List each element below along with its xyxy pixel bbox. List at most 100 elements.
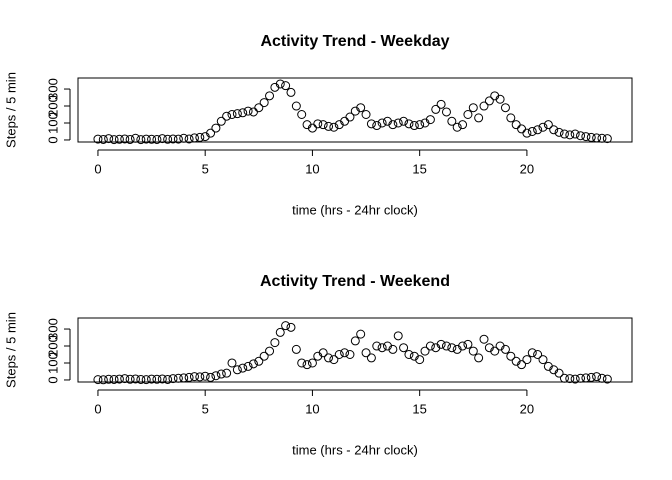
point bbox=[570, 129, 580, 139]
point bbox=[436, 99, 446, 109]
point bbox=[147, 134, 157, 144]
x-tick-label: 15 bbox=[412, 161, 426, 176]
point bbox=[248, 107, 258, 117]
point bbox=[179, 133, 189, 143]
point bbox=[581, 373, 591, 383]
point bbox=[184, 134, 194, 144]
point bbox=[195, 372, 205, 382]
point bbox=[356, 103, 366, 113]
point bbox=[291, 344, 301, 354]
point bbox=[388, 344, 398, 354]
point bbox=[340, 348, 350, 358]
point bbox=[586, 132, 596, 142]
point bbox=[227, 109, 237, 119]
point bbox=[238, 108, 248, 118]
point bbox=[157, 134, 167, 144]
x-tick-label: 0 bbox=[94, 401, 101, 416]
point bbox=[318, 120, 328, 130]
point bbox=[393, 118, 403, 128]
point bbox=[302, 360, 312, 370]
y-tick-label: 0 bbox=[45, 376, 60, 383]
point bbox=[490, 346, 500, 356]
point bbox=[404, 119, 414, 129]
plot-frame bbox=[77, 77, 633, 143]
point bbox=[592, 372, 602, 382]
point bbox=[104, 134, 114, 144]
x-tick-label: 10 bbox=[305, 401, 319, 416]
point bbox=[506, 113, 516, 123]
point bbox=[141, 375, 151, 385]
y-tick-label: 300 bbox=[45, 78, 60, 100]
point bbox=[291, 101, 301, 111]
point bbox=[441, 107, 451, 117]
point bbox=[549, 125, 559, 135]
point bbox=[506, 351, 516, 361]
point bbox=[447, 116, 457, 126]
y-axis-label: Steps / 5 min bbox=[3, 312, 18, 388]
x-tick-label: 5 bbox=[202, 401, 209, 416]
point bbox=[345, 349, 355, 359]
point bbox=[517, 124, 527, 134]
point bbox=[420, 346, 430, 356]
point bbox=[275, 79, 285, 89]
point bbox=[592, 133, 602, 143]
point bbox=[114, 374, 124, 384]
point bbox=[286, 87, 296, 97]
point bbox=[318, 348, 328, 358]
point bbox=[227, 358, 237, 368]
point bbox=[484, 96, 494, 106]
y-axis-label: Steps / 5 min bbox=[3, 72, 18, 148]
point bbox=[559, 373, 569, 383]
point bbox=[130, 374, 140, 384]
point bbox=[479, 334, 489, 344]
point bbox=[409, 121, 419, 131]
point bbox=[136, 135, 146, 145]
point bbox=[206, 128, 216, 138]
point bbox=[554, 368, 564, 378]
point bbox=[313, 119, 323, 129]
point bbox=[243, 361, 253, 371]
point bbox=[554, 127, 564, 137]
x-tick-label: 10 bbox=[305, 161, 319, 176]
point bbox=[425, 115, 435, 125]
point bbox=[576, 373, 586, 383]
x-tick-label: 0 bbox=[94, 161, 101, 176]
point bbox=[522, 128, 532, 138]
point bbox=[361, 109, 371, 119]
point bbox=[468, 346, 478, 356]
point bbox=[393, 331, 403, 341]
point bbox=[286, 322, 296, 332]
point bbox=[120, 134, 130, 144]
point bbox=[152, 134, 162, 144]
point bbox=[259, 351, 269, 361]
point bbox=[281, 81, 291, 91]
point bbox=[538, 122, 548, 132]
point bbox=[281, 321, 291, 331]
point bbox=[522, 355, 532, 365]
point bbox=[211, 371, 221, 381]
point bbox=[109, 135, 119, 145]
point bbox=[458, 341, 468, 351]
point bbox=[200, 371, 210, 381]
point bbox=[533, 349, 543, 359]
point bbox=[254, 103, 264, 113]
point bbox=[372, 341, 382, 351]
x-tick-label: 15 bbox=[412, 401, 426, 416]
point bbox=[447, 343, 457, 353]
point bbox=[125, 374, 135, 384]
y-tick-label: 200 bbox=[45, 95, 60, 117]
point bbox=[570, 374, 580, 384]
point bbox=[222, 111, 232, 121]
point bbox=[324, 353, 334, 363]
point bbox=[602, 374, 612, 384]
x-tick-label: 5 bbox=[202, 161, 209, 176]
point bbox=[243, 106, 253, 116]
point bbox=[120, 374, 130, 384]
point bbox=[265, 346, 275, 356]
point bbox=[163, 374, 173, 384]
point bbox=[377, 343, 387, 353]
point bbox=[404, 349, 414, 359]
point bbox=[538, 355, 548, 365]
point bbox=[581, 132, 591, 142]
point bbox=[163, 134, 173, 144]
